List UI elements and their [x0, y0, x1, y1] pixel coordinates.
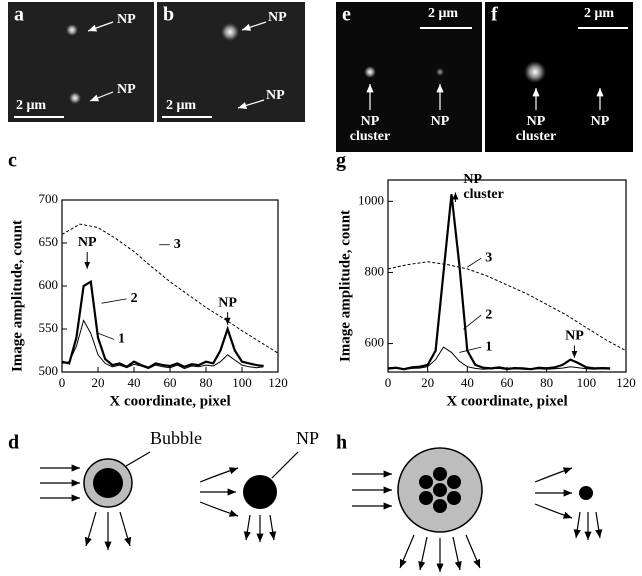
- x-tick-label: 0: [59, 375, 66, 390]
- line-chart: 500 550 600 650 700 0 20 40 60 80 100 120 X coordina…: [9, 191, 287, 409]
- x-axis-label: X coordinate, pixel: [446, 393, 567, 409]
- x-tick-label: 60: [164, 375, 177, 390]
- series-line: [387, 261, 627, 352]
- series-leader: [463, 314, 482, 330]
- series-name: 2: [131, 291, 138, 306]
- micrograph-a: a NP NP 2 μm: [8, 2, 154, 122]
- plot-frame: [387, 179, 627, 373]
- panel-letter: b: [163, 4, 174, 26]
- series-name: 3: [485, 250, 492, 265]
- x-tick-label: 40: [128, 375, 141, 390]
- line-chart: 600 800 1000 0 20 40 60 80 100 120 X coordinate, p…: [337, 172, 635, 409]
- np-label: NP: [268, 10, 287, 25]
- series-line: [61, 319, 264, 370]
- x-tick-label: 100: [232, 375, 252, 390]
- panel-letter: a: [14, 4, 24, 26]
- panel-letter: c: [8, 150, 17, 172]
- panel-letter: f: [491, 4, 498, 26]
- np-label: NP: [591, 114, 610, 129]
- y-tick-label: 550: [39, 320, 59, 335]
- panel-letter: h: [336, 432, 347, 454]
- scale-label: 2 μm: [584, 6, 614, 21]
- micrograph-f: f 2 μm NP cluster NP: [485, 2, 633, 152]
- panel-letter: g: [336, 150, 346, 172]
- x-tick-label: 80: [200, 375, 213, 390]
- series-line: [387, 194, 611, 371]
- annotation: NP cluster: [463, 172, 503, 202]
- y-tick-label: 600: [39, 277, 59, 292]
- annotation: NP: [78, 235, 97, 250]
- x-tick-label: 20: [92, 375, 105, 390]
- y-axis-label: Image amplitude, count: [337, 210, 353, 362]
- np-cluster-label: NP cluster: [516, 114, 556, 144]
- series-leader: [97, 332, 115, 340]
- micrograph-b: b NP NP 2 μm: [157, 2, 305, 122]
- scale-label: 2 μm: [428, 6, 458, 21]
- y-tick-label: 1000: [358, 192, 384, 207]
- series-name: 3: [174, 237, 181, 252]
- plot-frame: [61, 199, 279, 373]
- annotation: NP: [218, 295, 237, 310]
- x-axis-label: X coordinate, pixel: [109, 393, 230, 409]
- micrograph-e: e 2 μm NP cluster NP: [336, 2, 482, 152]
- x-tick-label: 80: [540, 375, 553, 390]
- np-label: NP: [117, 12, 136, 27]
- bubble-label: Bubble: [150, 428, 202, 448]
- series-leader: [459, 346, 482, 353]
- np-label: NP: [117, 82, 136, 97]
- x-tick-label: 100: [577, 375, 597, 390]
- annotation: NP: [565, 329, 584, 344]
- y-tick-label: 600: [365, 335, 385, 350]
- x-tick-label: 0: [385, 375, 392, 390]
- series-line: [61, 223, 279, 354]
- series-line: [61, 279, 264, 369]
- panel-letter: e: [342, 4, 351, 26]
- x-tick-label: 60: [501, 375, 514, 390]
- scale-label: 2 μm: [166, 98, 196, 113]
- series-leader: [101, 298, 127, 304]
- np-label: NP: [296, 428, 319, 448]
- panel-letter: d: [8, 432, 19, 454]
- x-tick-label: 120: [268, 375, 288, 390]
- np-cluster-label: NP cluster: [350, 114, 390, 144]
- diagram-d: d Bubble NP: [8, 428, 319, 550]
- y-tick-label: 700: [39, 191, 59, 206]
- x-tick-label: 20: [421, 375, 434, 390]
- np-label: NP: [431, 114, 450, 129]
- y-axis-label: Image amplitude, count: [9, 220, 25, 372]
- np-label: NP: [266, 88, 285, 103]
- scale-label: 2 μm: [16, 98, 46, 113]
- y-tick-label: 500: [39, 363, 59, 378]
- x-tick-label: 40: [461, 375, 474, 390]
- y-tick-label: 800: [365, 263, 385, 278]
- diagram-h: h: [336, 432, 603, 572]
- series-name: 1: [118, 332, 125, 347]
- series-name: 1: [485, 339, 492, 354]
- y-tick-label: 650: [39, 234, 59, 249]
- series-leader: [467, 257, 482, 268]
- series-name: 2: [485, 307, 492, 322]
- x-tick-label: 120: [616, 375, 636, 390]
